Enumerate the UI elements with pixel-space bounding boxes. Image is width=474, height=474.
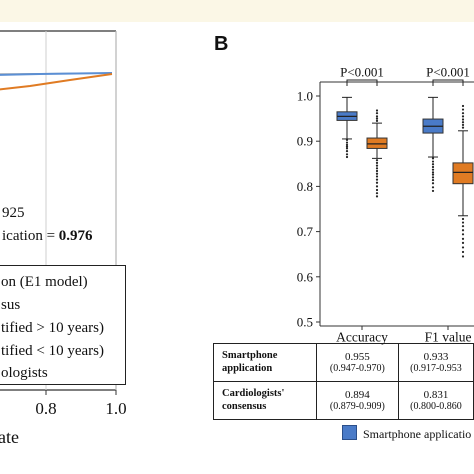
auc-line-1: 925 <box>2 205 25 221</box>
legend-swatch <box>342 425 357 440</box>
outlier-point <box>345 147 349 150</box>
stats-table: Smartphone application 0.955 (0.947-0.970… <box>213 343 474 420</box>
outlier-point <box>461 246 465 249</box>
significance-label: P<0.001 <box>340 65 384 80</box>
outlier-point <box>461 123 465 127</box>
table-row: Cardiologists' consensus 0.894 (0.879-0.9… <box>213 381 474 420</box>
outlier-point <box>461 126 465 129</box>
outlier-point <box>431 157 435 160</box>
table-cell: 0.894 (0.879-0.909) <box>315 381 399 420</box>
box <box>366 137 388 149</box>
outlier-point <box>431 168 435 171</box>
bottom-legend: Smartphone applicatio <box>342 425 471 442</box>
outlier-point <box>431 176 435 179</box>
outlier-point <box>375 185 379 188</box>
outlier-point <box>375 159 379 162</box>
roc-legend: on (E1 model) sus tified > 10 years) tif… <box>0 265 126 385</box>
outlier-point <box>375 167 379 170</box>
outlier-point <box>431 189 435 193</box>
outlier-point <box>461 108 465 111</box>
significance-bracket <box>432 79 464 86</box>
outlier-point <box>345 145 349 148</box>
table-cell: 0.933 (0.917-0.953 <box>397 343 474 382</box>
auc-line-2: ication = 0.976 <box>2 228 93 244</box>
roc-tick-label: 1.0 <box>105 399 126 418</box>
table-cell: 0.831 (0.800-0.860 <box>397 381 474 420</box>
outlier-point <box>375 164 379 167</box>
outlier-point <box>461 217 465 221</box>
outlier-point <box>345 153 349 156</box>
outlier-point <box>375 115 379 118</box>
y-tick-label: 0.7 <box>297 224 314 239</box>
outlier-point <box>375 109 379 112</box>
roc-legend-item: ologists <box>1 365 48 381</box>
outlier-point <box>461 237 465 240</box>
outlier-point <box>345 155 349 159</box>
outlier-point <box>375 119 379 122</box>
outlier-point <box>431 178 435 182</box>
outlier-point <box>461 255 465 258</box>
outlier-point <box>345 150 349 153</box>
outlier-point <box>375 181 379 184</box>
outlier-point <box>431 160 435 163</box>
x-tick-label: Accuracy <box>336 330 388 345</box>
table-row: Smartphone application 0.955 (0.947-0.970… <box>213 343 474 382</box>
roc-curve-blue <box>0 72 113 76</box>
outlier-point <box>461 233 465 236</box>
table-cell: 0.955 (0.947-0.970) <box>315 343 399 382</box>
y-tick-label: 0.9 <box>297 134 313 149</box>
box <box>452 162 474 185</box>
legend-label: Smartphone applicatio <box>363 427 472 441</box>
roc-legend-item: tified > 10 years) <box>1 320 105 336</box>
outlier-point <box>375 188 379 192</box>
roc-legend-item: sus <box>1 297 21 313</box>
row-header: Cardiologists' consensus <box>213 381 317 420</box>
outlier-point <box>461 112 465 115</box>
y-tick-label: 1.0 <box>297 89 313 104</box>
outlier-point <box>375 175 379 178</box>
outlier-point <box>461 221 465 224</box>
outlier-point <box>461 104 465 108</box>
x-tick-label: F1 value <box>425 330 472 345</box>
roc-curve-orange <box>0 73 113 91</box>
outlier-point <box>431 163 435 166</box>
y-tick-label: 0.8 <box>297 179 313 194</box>
outlier-point <box>345 141 349 144</box>
outlier-point <box>461 118 465 121</box>
roc-legend-item: on (E1 model) <box>1 274 88 290</box>
outlier-point <box>461 241 465 244</box>
significance-label: P<0.001 <box>426 65 470 80</box>
outlier-point <box>431 173 435 176</box>
outlier-point <box>431 182 435 185</box>
top-band <box>0 0 474 22</box>
outlier-point <box>375 161 379 164</box>
row-header: Smartphone application <box>213 343 317 382</box>
outlier-point <box>431 171 435 174</box>
significance-bracket <box>346 79 378 86</box>
outlier-point <box>461 115 465 118</box>
outlier-point <box>375 112 379 115</box>
outlier-point <box>431 165 435 169</box>
outlier-point <box>375 117 379 120</box>
roc-x-axis-label: ate <box>0 427 19 447</box>
outlier-point <box>375 192 379 195</box>
outlier-point <box>375 169 379 173</box>
y-tick-label: 0.5 <box>297 315 313 330</box>
outlier-point <box>461 225 465 228</box>
y-tick-label: 0.6 <box>297 269 314 284</box>
roc-tick-label: 0.8 <box>35 399 56 418</box>
outlier-point <box>375 178 379 181</box>
roc-legend-item: tified < 10 years) <box>1 343 105 359</box>
outlier-point <box>461 121 465 124</box>
panel-b-label: B <box>214 33 229 55</box>
outlier-point <box>375 195 379 198</box>
outlier-point <box>461 250 465 254</box>
outlier-point <box>461 229 465 232</box>
outlier-point <box>431 186 435 189</box>
outlier-point <box>345 138 349 141</box>
outlier-point <box>375 172 379 175</box>
outlier-point <box>345 143 349 146</box>
